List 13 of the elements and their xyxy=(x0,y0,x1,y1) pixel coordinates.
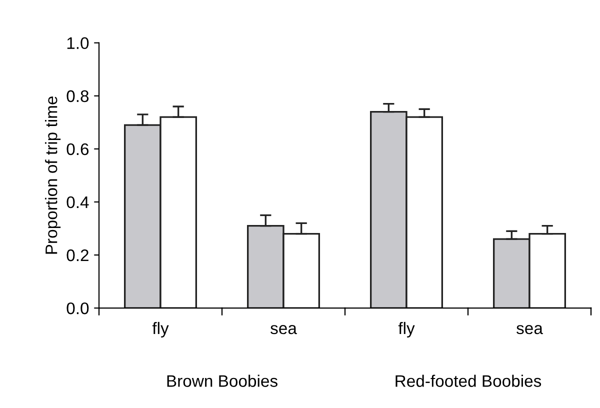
y-tick-label: 0.4 xyxy=(66,196,89,208)
y-tick-label: 0.8 xyxy=(66,90,89,102)
text: Red-footed Boobies xyxy=(396,374,542,387)
text: Brown Boobies xyxy=(167,374,278,387)
y-tick-label: 1.0 xyxy=(67,37,89,50)
x-tick-label: sea xyxy=(516,325,543,334)
y-tick-label: 0.6 xyxy=(66,143,89,156)
y-tick-label: 0.2 xyxy=(66,249,88,262)
x-tick-label: fly xyxy=(398,322,415,338)
y-axis-title: Proportion of trip time xyxy=(45,96,61,254)
y-tick-label: 0.0 xyxy=(66,302,89,314)
x-tick-label: sea xyxy=(270,325,297,334)
x-tick-label: fly xyxy=(152,322,169,338)
